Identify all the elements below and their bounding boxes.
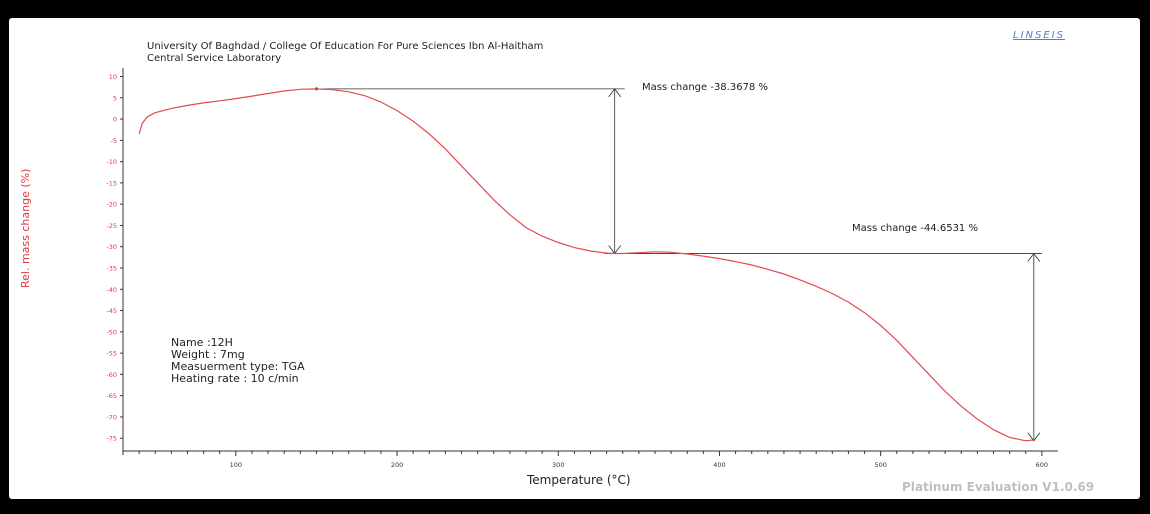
y-tick-label: -40 (106, 286, 117, 294)
chart-frame: 10 5 0 -5 -10 -15 -20 -25 -30 -35 -40 -45 -50 -55 -60 -… (9, 18, 1140, 499)
y-tick-label: -45 (106, 307, 117, 315)
y-tick-label: -35 (106, 265, 117, 273)
y-tick-label: 10 (109, 73, 117, 81)
x-tick-label: 400 (713, 461, 725, 469)
tga-curve (138, 88, 1034, 442)
y-axis-title: Rel. mass change (%) (19, 168, 32, 288)
mass-change-annotation-2: Mass change -44.6531 % (852, 223, 978, 234)
mass-change-annotation-1: Mass change -38.3678 % (642, 82, 768, 93)
x-axis-title: Temperature (°C) (527, 473, 631, 487)
y-tick-label: -65 (106, 392, 117, 400)
y-tick-label: -50 (106, 328, 117, 336)
mass-change-1-arrow-head-top (608, 88, 622, 98)
chart-canvas: 10 5 0 -5 -10 -15 -20 -25 -30 -35 -40 -45 -50 -55 -60 -… (106, 68, 1058, 469)
y-tick-label: -15 (106, 179, 117, 187)
x-tick-label: 600 (1036, 461, 1048, 469)
y-tick-label: 0 (113, 116, 117, 124)
y-tick-label: -20 (106, 201, 117, 209)
y-tick-label: -75 (106, 435, 117, 443)
y-tick-label: -10 (106, 158, 117, 166)
y-tick-label: -60 (106, 371, 117, 379)
sample-name: Name :12H (171, 336, 233, 349)
x-tick-label: 100 (230, 461, 242, 469)
y-tick-label: -30 (106, 243, 117, 251)
y-tick-label: -55 (106, 350, 117, 358)
y-tick-label: -5 (111, 137, 117, 145)
y-tick-label: -25 (106, 222, 117, 230)
heating-rate: Heating rate : 10 c/min (171, 372, 299, 385)
y-tick-label: 5 (113, 94, 117, 102)
x-tick-label: 300 (552, 461, 564, 469)
mass-change-2-arrow-head-bottom (1027, 432, 1041, 442)
mass-change-2-arrow-head-top (1027, 252, 1041, 262)
linseis-logo: LINSEIS (1013, 30, 1065, 41)
sample-weight: Weight : 7mg (171, 348, 245, 361)
x-tick-label: 500 (874, 461, 886, 469)
header-university: University Of Baghdad / College Of Educa… (147, 41, 544, 52)
header-lab: Central Service Laboratory (147, 53, 282, 64)
y-tick-label: -70 (106, 413, 117, 421)
measurement-type: Measuerment type: TGA (171, 360, 305, 373)
software-version: Platinum Evaluation V1.0.69 (902, 480, 1095, 494)
x-tick-label: 200 (391, 461, 403, 469)
